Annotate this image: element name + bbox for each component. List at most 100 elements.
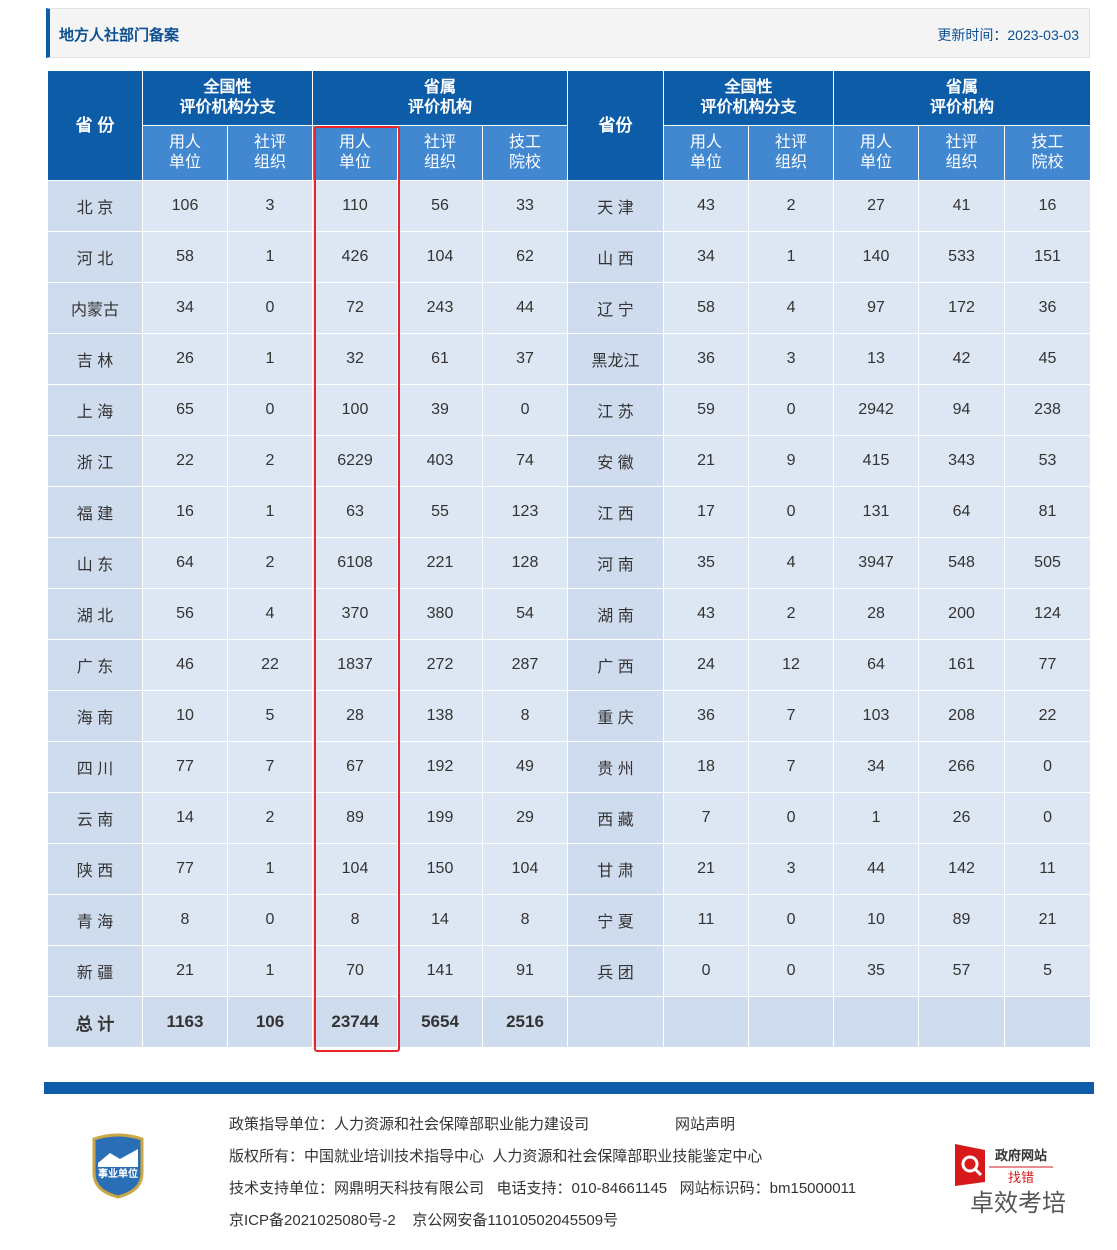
header-line: 技工 — [1031, 134, 1064, 151]
cell-value: 1 — [226, 333, 314, 385]
cell-value: 370 — [312, 588, 399, 640]
footer-bar — [44, 1082, 1094, 1094]
cell-value: 104 — [482, 843, 569, 895]
column-header: 社评 组织 — [748, 125, 835, 181]
cell-value: 63 — [312, 486, 399, 538]
cell-value: 21 — [142, 945, 228, 997]
cell-value: 61 — [397, 333, 484, 385]
data-row: 吉 林 26 1 32 61 37 黑龙江 36 3 13 42 45 — [47, 333, 1092, 385]
province-name: 云 南 — [47, 792, 143, 844]
cell-value: 1 — [226, 843, 314, 895]
cell-value: 4 — [748, 537, 835, 589]
cell-value: 44 — [833, 843, 920, 895]
cell-value: 192 — [397, 741, 484, 793]
column-header: 用人 单位 — [142, 125, 228, 181]
group-header: 省属 评价机构 — [833, 70, 1092, 126]
province-name: 江 西 — [567, 486, 665, 538]
cell-value: 238 — [1004, 384, 1092, 436]
cell-value: 1 — [226, 945, 314, 997]
header-line: 社评 — [254, 134, 287, 151]
province-name: 新 疆 — [47, 945, 143, 997]
cell-value: 28 — [312, 690, 399, 742]
province-name: 陕 西 — [47, 843, 143, 895]
province-name: 兵 团 — [567, 945, 665, 997]
cell-value: 4 — [748, 282, 835, 334]
header-line: 用人 — [339, 134, 372, 151]
header-line: 单位 — [860, 154, 893, 171]
cell-value: 97 — [833, 282, 920, 334]
province-name: 湖 北 — [47, 588, 143, 640]
empty-cell — [833, 996, 920, 1048]
header-line: 院校 — [1031, 154, 1064, 171]
total-label: 总 计 — [47, 996, 143, 1048]
cell-value: 5 — [1004, 945, 1092, 997]
cell-value: 56 — [397, 180, 484, 232]
cell-value: 43 — [663, 180, 750, 232]
province-header: 省 份 — [47, 70, 143, 181]
empty-cell — [918, 996, 1006, 1048]
footer-line: 政策指导单位：人力资源和社会保障部职业能力建设司 — [229, 1116, 590, 1133]
cell-value: 72 — [312, 282, 399, 334]
cell-value: 56 — [142, 588, 228, 640]
footer-line: 版权所有：中国就业培训技术指导中心 人力资源和社会保障部职业技能鉴定中心 — [229, 1148, 763, 1165]
header-line: 评价机构 — [930, 99, 995, 116]
cell-value: 0 — [1004, 792, 1092, 844]
statement-link[interactable]: 网站声明 — [675, 1116, 736, 1133]
cell-value: 0 — [482, 384, 569, 436]
header-row: 省 份全国性 评价机构分支 省属 评价机构 省份 全国性 评价机构分支 省属 评价机构 — [47, 70, 1092, 181]
cell-value: 1837 — [312, 639, 399, 691]
group-header: 全国性 评价机构分支 — [663, 70, 835, 126]
column-header: 社评 组织 — [226, 125, 314, 181]
data-row: 福 建 16 1 63 55 123 江 西 17 0 131 64 81 — [47, 486, 1092, 538]
cell-value: 415 — [833, 435, 920, 487]
province-name: 上 海 — [47, 384, 143, 436]
data-row: 浙 江 22 2 6229 403 74 安 徽 21 9 415 343 53 — [47, 435, 1092, 487]
cell-value: 35 — [663, 537, 750, 589]
cell-value: 89 — [918, 894, 1006, 946]
header-line: 用人 — [860, 134, 893, 151]
header-line: 评价机构 — [408, 99, 473, 116]
column-header: 用人 单位 — [663, 125, 750, 181]
cell-value: 11 — [1004, 843, 1092, 895]
data-row: 内蒙古 34 0 72 243 44 辽 宁 58 4 97 172 36 — [47, 282, 1092, 334]
cell-value: 33 — [482, 180, 569, 232]
cell-value: 64 — [142, 537, 228, 589]
header-line: 评价机构分支 — [700, 99, 797, 116]
data-row: 河 北 58 1 426 104 62 山 西 34 1 140 533 151 — [47, 231, 1092, 283]
cell-value: 10 — [142, 690, 228, 742]
cell-value: 138 — [397, 690, 484, 742]
error-badge[interactable]: 政府网站 找错 — [955, 1142, 1055, 1188]
province-name: 山 东 — [47, 537, 143, 589]
cell-value: 37 — [482, 333, 569, 385]
cell-value: 27 — [833, 180, 920, 232]
cell-value: 64 — [833, 639, 920, 691]
cell-value: 2 — [748, 180, 835, 232]
cell-value: 21 — [663, 435, 750, 487]
cell-value: 21 — [663, 843, 750, 895]
cell-value: 10 — [833, 894, 920, 946]
empty-cell — [567, 996, 665, 1048]
footer-line: 京ICP备2021025080号-2 京公网安备11010502045509号 — [229, 1212, 619, 1229]
data-row: 上 海 65 0 100 39 0 江 苏 59 0 2942 94 238 — [47, 384, 1092, 436]
cell-value: 34 — [663, 231, 750, 283]
cell-value: 53 — [1004, 435, 1092, 487]
province-name: 四 川 — [47, 741, 143, 793]
header-line: 省属 — [424, 79, 457, 96]
cell-value: 533 — [918, 231, 1006, 283]
cell-value: 3947 — [833, 537, 920, 589]
cell-value: 7 — [226, 741, 314, 793]
cell-value: 32 — [312, 333, 399, 385]
cell-value: 22 — [142, 435, 228, 487]
province-name: 安 徽 — [567, 435, 665, 487]
province-header: 省份 — [567, 70, 665, 181]
cell-value: 34 — [142, 282, 228, 334]
province-name: 甘 肃 — [567, 843, 665, 895]
cell-value: 1 — [833, 792, 920, 844]
cell-value: 7 — [663, 792, 750, 844]
province-name: 广 东 — [47, 639, 143, 691]
cell-value: 2 — [748, 588, 835, 640]
header-line: 全国性 — [724, 79, 773, 96]
cell-value: 91 — [482, 945, 569, 997]
header-line: 单位 — [339, 154, 372, 171]
cell-value: 3 — [748, 843, 835, 895]
